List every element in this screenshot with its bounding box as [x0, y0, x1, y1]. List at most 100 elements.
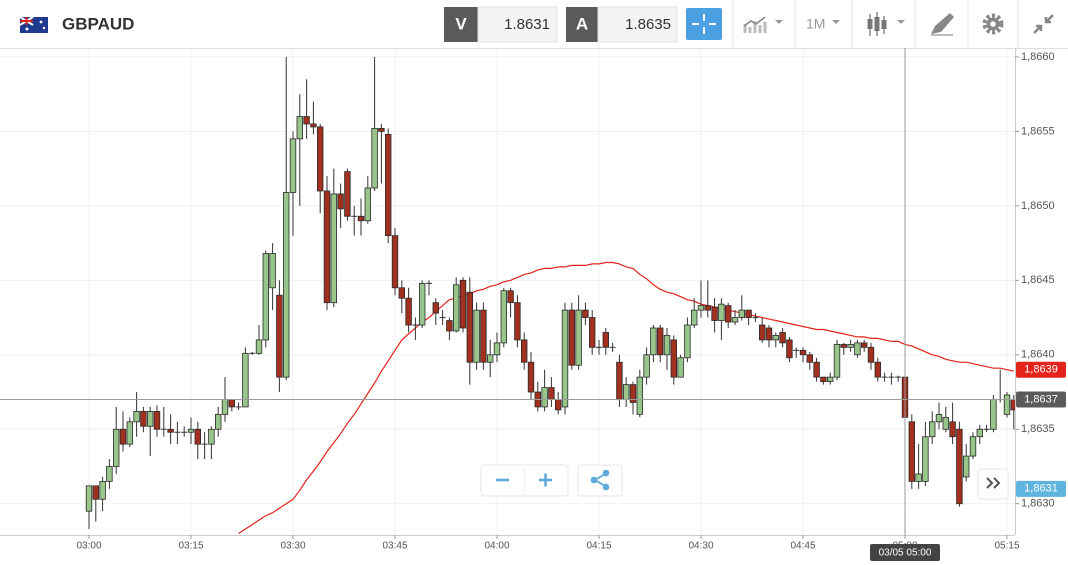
candle-body: [146, 410, 154, 427]
candle-body: [704, 305, 711, 311]
candle-body: [85, 485, 93, 512]
candle-body: [255, 339, 263, 354]
ask-label-bg: [566, 7, 598, 42]
candle-body: [486, 354, 494, 363]
candle-body: [799, 349, 807, 356]
bid-label-bg: [444, 7, 478, 42]
ask-button[interactable]: A 1.8635: [566, 6, 678, 43]
candle-body: [745, 309, 752, 318]
price-marker: [1016, 391, 1066, 408]
draw-button[interactable]: [931, 13, 954, 36]
crosshair-button[interactable]: [686, 8, 722, 40]
candle-body: [827, 376, 834, 383]
indicator-button[interactable]: [743, 16, 783, 33]
candle-body: [126, 421, 133, 445]
candle-body: [976, 428, 983, 438]
candle-body: [711, 306, 718, 321]
candle-body: [405, 297, 412, 326]
candle-body: [296, 116, 303, 140]
candle-body: [697, 305, 705, 311]
candle-body: [670, 339, 677, 378]
candle-body: [725, 305, 732, 323]
y-tick-label: 1,8635: [1021, 423, 1055, 435]
candle-body: [493, 342, 501, 356]
candle-body: [432, 302, 439, 314]
timeframe-button[interactable]: 1M: [806, 16, 840, 32]
candle-body: [167, 428, 174, 433]
candle-body: [1003, 394, 1011, 415]
candle-body: [371, 128, 378, 189]
candle-body: [759, 324, 766, 341]
candle-body: [915, 473, 922, 482]
candle-body: [466, 291, 473, 363]
crosshair-label: 03/05 05:00: [879, 548, 932, 559]
candle-body: [623, 384, 630, 400]
zoom-in[interactable]: [539, 473, 552, 487]
y-tick-label: 1,8655: [1021, 125, 1055, 137]
candle-body: [140, 410, 147, 427]
candle-body: [269, 253, 276, 289]
candle-body: [310, 123, 317, 128]
plot: [85, 56, 1015, 535]
candle-body: [854, 342, 861, 356]
candle-body: [772, 335, 779, 341]
candle-body: [384, 133, 392, 237]
zoom-controls: [480, 464, 1009, 500]
candle-body: [929, 421, 936, 438]
candle-body: [242, 352, 249, 408]
candle-body: [452, 284, 460, 332]
candle-body: [289, 138, 297, 193]
candle-body: [548, 387, 555, 400]
candle-body: [357, 215, 365, 222]
candle-body: [303, 116, 310, 125]
candle-body: [500, 290, 507, 344]
candle-body: [106, 466, 113, 482]
collapse-button[interactable]: [1033, 14, 1054, 34]
candle-body: [153, 410, 161, 430]
candle-body: [718, 303, 725, 321]
x-tick-label: 03:45: [382, 541, 407, 552]
candle-body: [214, 413, 222, 430]
x-tick-label: 04:00: [484, 541, 509, 552]
scroll-end-button[interactable]: [977, 468, 1009, 500]
ma-line: [238, 261, 1014, 535]
candle-body: [684, 324, 691, 359]
candle-body: [364, 187, 371, 222]
candle-body: [840, 343, 847, 348]
ask-price: 1.8635: [625, 16, 671, 33]
candle-body: [99, 480, 106, 500]
candle-body: [935, 413, 943, 423]
candle-body: [908, 421, 915, 482]
y-tick-label: 1,8640: [1021, 349, 1055, 361]
candle-body: [663, 335, 671, 356]
settings-button[interactable]: [982, 13, 1004, 35]
flag: [19, 16, 48, 33]
candle-body: [677, 357, 684, 378]
chart-type-button[interactable]: [867, 12, 906, 36]
candle-body: [276, 294, 283, 378]
x-tick-label: 03:00: [76, 541, 101, 552]
candle-body: [113, 428, 120, 467]
candle-body: [330, 193, 337, 304]
candle-body: [738, 309, 745, 318]
candle-body: [575, 309, 582, 366]
candle-body: [643, 354, 650, 378]
candle-body: [922, 436, 929, 482]
bid-price-bg: [477, 6, 558, 43]
candle-body: [527, 361, 535, 393]
share-button[interactable]: [577, 464, 623, 497]
y-tick-label: 1,8645: [1021, 274, 1055, 286]
x-tick-label: 04:30: [688, 541, 713, 552]
candle-body: [691, 309, 698, 326]
y-tick-label: 1,8660: [1021, 51, 1055, 63]
candle-body: [942, 416, 949, 430]
candle-body: [316, 126, 324, 192]
candle-body: [262, 253, 269, 341]
axes: 1,8660 1,8655 1,8650 1,8645 1,8640 1,8635 1,86…: [0, 48, 1066, 561]
candle-body: [949, 421, 956, 438]
bid-button[interactable]: V 1.8631: [444, 6, 558, 43]
candle-body: [480, 309, 487, 363]
candle-body: [806, 354, 813, 363]
